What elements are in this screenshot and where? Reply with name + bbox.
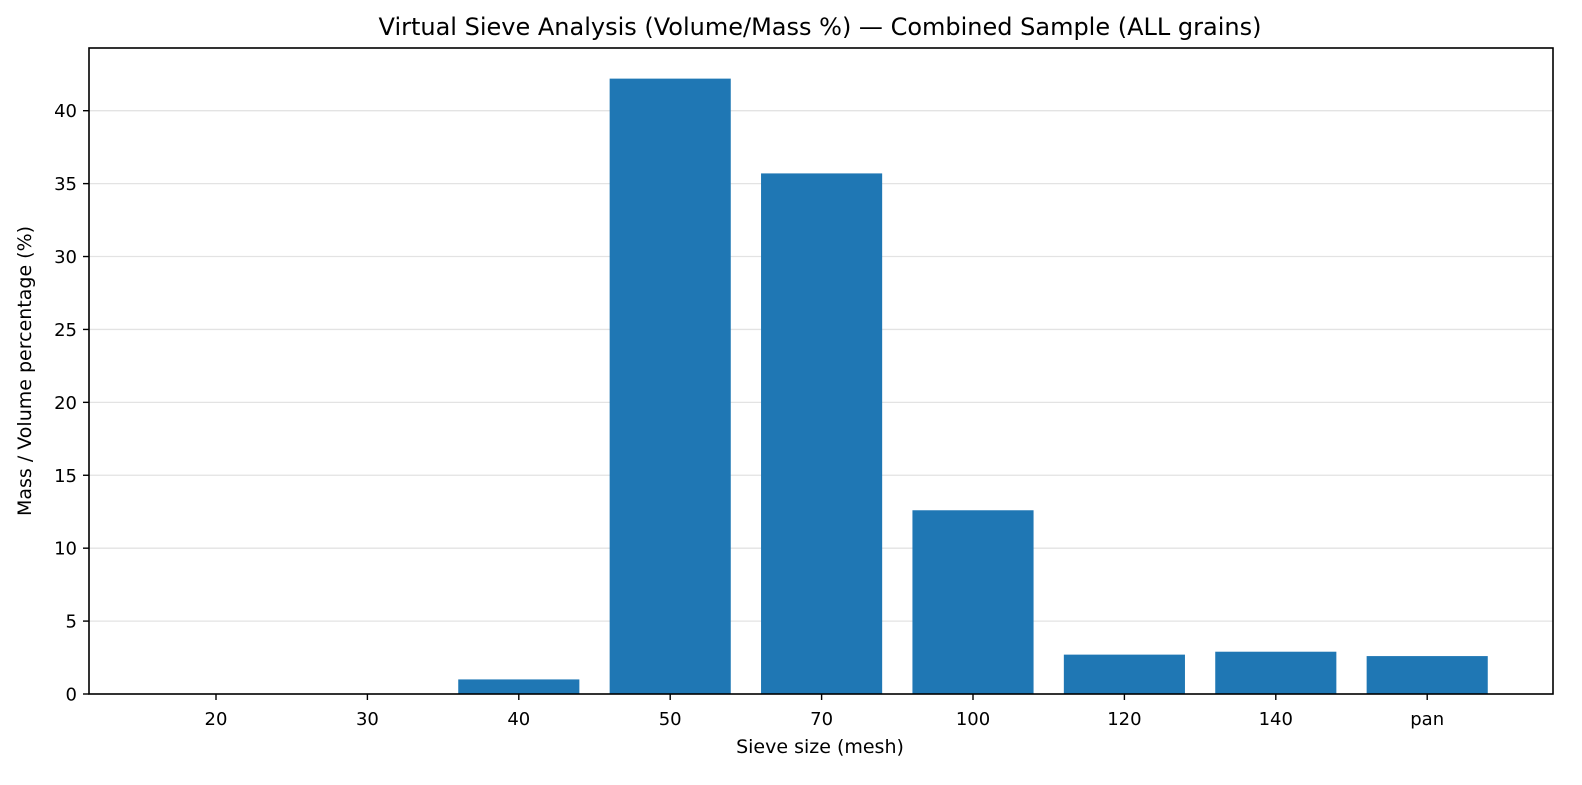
x-tick-label: 20 [205, 709, 228, 730]
x-tick-label: pan [1410, 709, 1444, 730]
y-axis-label: Mass / Volume percentage (%) [14, 226, 36, 516]
bar-140 [1215, 651, 1337, 694]
y-axis-ticks: 0 5 10 15 20 25 30 35 40 [54, 101, 89, 706]
x-tick-label: 40 [507, 709, 530, 730]
y-tick-label: 30 [54, 247, 77, 268]
bar-100 [912, 510, 1034, 694]
x-tick-label: 30 [356, 709, 379, 730]
bar-120 [1063, 654, 1185, 694]
x-tick-label: 140 [1259, 709, 1293, 730]
y-tick-label: 0 [66, 685, 77, 706]
y-tick-label: 5 [66, 612, 77, 633]
bar-pan [1366, 656, 1488, 694]
y-tick-label: 35 [54, 174, 77, 195]
y-tick-label: 20 [54, 393, 77, 414]
x-axis-label: Sieve size (mesh) [736, 736, 904, 758]
x-tick-label: 50 [659, 709, 682, 730]
y-tick-label: 15 [54, 466, 77, 487]
x-tick-label: 70 [810, 709, 833, 730]
chart-title: Virtual Sieve Analysis (Volume/Mass %) —… [379, 13, 1262, 41]
x-axis-ticks: 20 30 40 50 70 100 120 140 pan [205, 694, 1444, 730]
bar-40 [458, 679, 580, 694]
y-tick-label: 10 [54, 539, 77, 560]
bar-70 [761, 173, 883, 695]
bars [458, 78, 1488, 695]
x-tick-label: 100 [956, 709, 990, 730]
y-tick-label: 40 [54, 101, 77, 122]
x-tick-label: 120 [1107, 709, 1141, 730]
bar-50 [609, 78, 731, 694]
y-tick-label: 25 [54, 320, 77, 341]
